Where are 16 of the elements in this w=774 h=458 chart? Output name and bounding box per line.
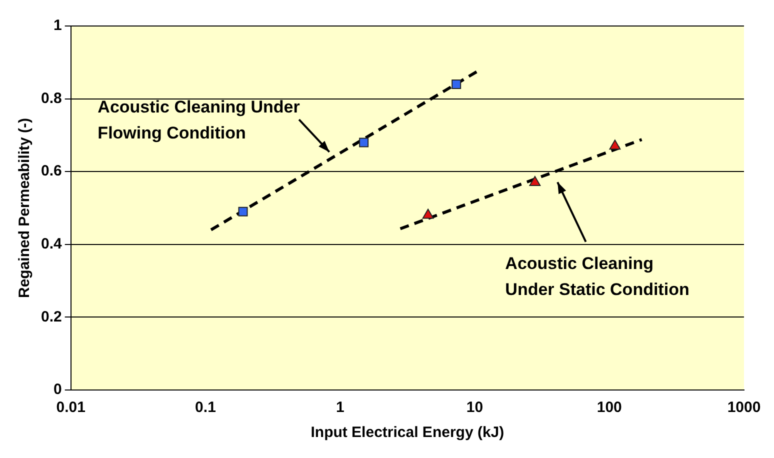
x-tick-label: 1 [336,399,344,416]
annotation: Acoustic Cleaning Under Flowing Condition [98,97,300,142]
y-tick-label: 1 [54,17,62,34]
y-tick-label: 0.2 [40,308,62,326]
x-tick-label: 1000 [727,399,761,416]
y-tick-label: 0 [54,381,62,398]
x-tick-label: 0.1 [195,399,216,416]
y-tick-label: 0.6 [40,162,62,180]
x-tick-label: 100 [596,399,622,416]
y-axis-title: Regained Permeability (-) [16,118,34,298]
y-tick-label: 0.8 [40,90,62,107]
annotation: Acoustic Cleaning Under Static Condition [505,254,690,299]
x-axis-title: Input Electrical Energy (kJ) [310,424,504,442]
x-tick-label: 0.01 [56,399,86,416]
y-tick-label: 0.4 [40,236,62,253]
x-tick-label: 10 [466,399,484,416]
